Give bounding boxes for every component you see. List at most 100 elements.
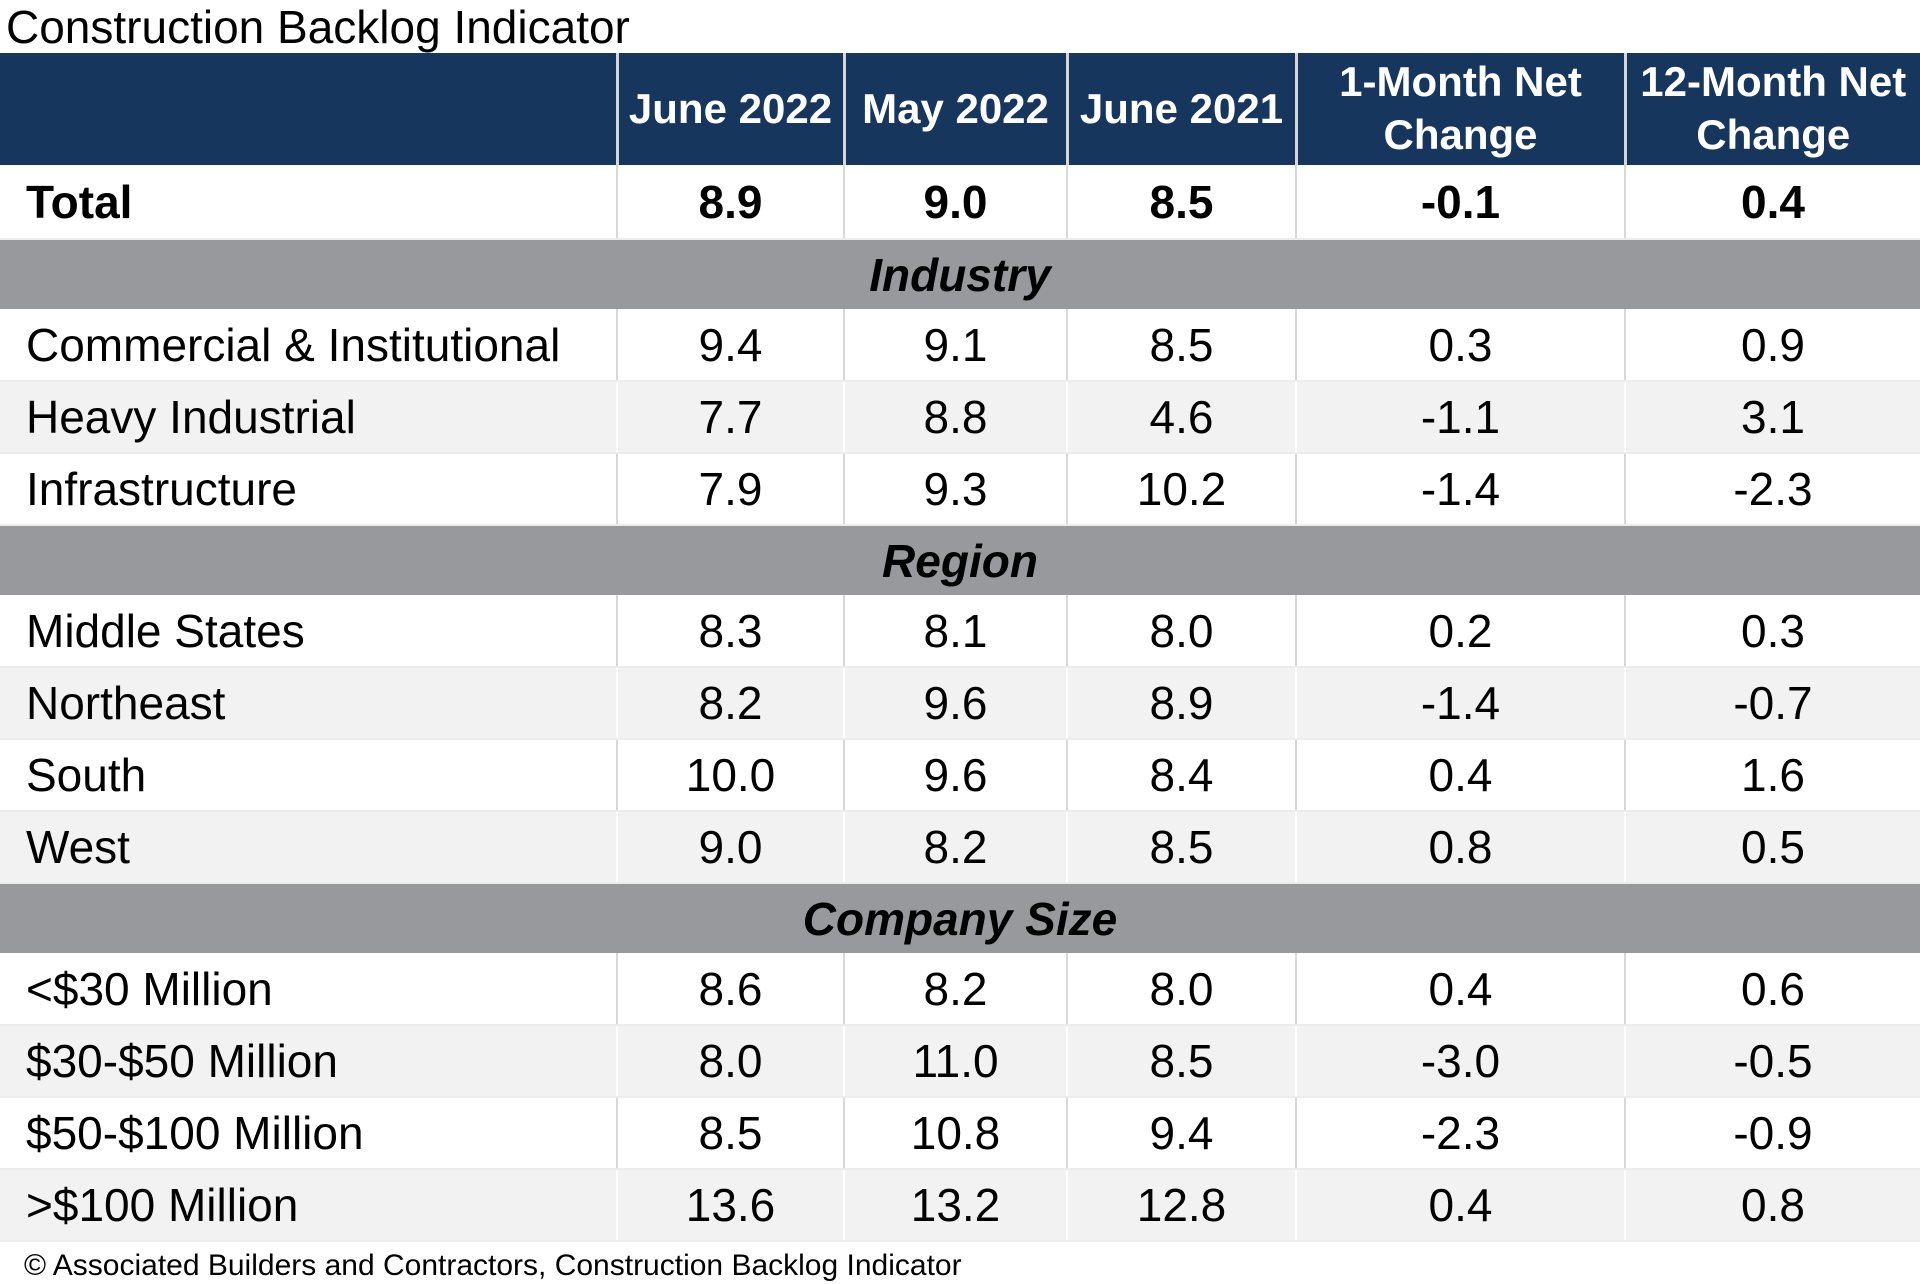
- page-title: Construction Backlog Indicator: [6, 1, 630, 53]
- row-label: South: [0, 739, 618, 812]
- row-label: <$30 Million: [0, 953, 618, 1026]
- value-cell: 13.2: [844, 1169, 1068, 1242]
- value-cell: 8.2: [844, 953, 1068, 1026]
- value-cell: 8.0: [617, 1025, 845, 1098]
- value-cell: 13.6: [617, 1169, 845, 1242]
- value-cell: 0.3: [1296, 309, 1626, 382]
- row-label: Heavy Industrial: [0, 381, 618, 454]
- row-label: Commercial & Institutional: [0, 309, 618, 382]
- value-cell: 8.3: [617, 595, 845, 668]
- value-cell: 8.6: [617, 953, 845, 1026]
- value-cell: 9.4: [617, 309, 845, 382]
- row-west: West 9.0 8.2 8.5 0.8 0.5: [0, 811, 1920, 884]
- value-cell: 0.4: [1625, 165, 1920, 240]
- value-cell: -1.4: [1296, 667, 1626, 740]
- row-label: West: [0, 811, 618, 884]
- value-cell: 10.2: [1067, 453, 1297, 526]
- value-cell: -2.3: [1625, 453, 1920, 526]
- value-cell: 0.5: [1625, 811, 1920, 884]
- backlog-table: June 2022 May 2022 June 2021 1-Month Net…: [0, 53, 1920, 1242]
- value-cell: 7.7: [617, 381, 845, 454]
- value-cell: 8.0: [1067, 595, 1297, 668]
- value-cell: 8.9: [617, 165, 845, 240]
- column-header-1-month-net-change: 1-Month Net Change: [1296, 53, 1627, 165]
- value-cell: 8.5: [1067, 811, 1297, 884]
- value-cell: 9.6: [844, 739, 1068, 812]
- value-cell: 9.6: [844, 667, 1068, 740]
- value-cell: 0.4: [1296, 1169, 1626, 1242]
- value-cell: 0.3: [1625, 595, 1920, 668]
- value-cell: -0.5: [1625, 1025, 1920, 1098]
- value-cell: -1.4: [1296, 453, 1626, 526]
- value-cell: 0.9: [1625, 309, 1920, 382]
- source-attribution: © Associated Builders and Contractors, C…: [24, 1249, 962, 1282]
- value-cell: -0.7: [1625, 667, 1920, 740]
- value-cell: -3.0: [1296, 1025, 1626, 1098]
- value-cell: 0.6: [1625, 953, 1920, 1026]
- value-cell: 9.0: [617, 811, 845, 884]
- row-label: >$100 Million: [0, 1169, 618, 1242]
- column-header-june-2022: June 2022: [617, 53, 846, 165]
- value-cell: 8.5: [1067, 1025, 1297, 1098]
- value-cell: 9.4: [1067, 1097, 1297, 1170]
- column-header-12-month-net-change: 12-Month Net Change: [1625, 53, 1920, 165]
- value-cell: 10.8: [844, 1097, 1068, 1170]
- value-cell: 8.5: [617, 1097, 845, 1170]
- row-south: South 10.0 9.6 8.4 0.4 1.6: [0, 739, 1920, 812]
- value-cell: -2.3: [1296, 1097, 1626, 1170]
- value-cell: 1.6: [1625, 739, 1920, 812]
- row-30-50-million: $30-$50 Million 8.0 11.0 8.5 -3.0 -0.5: [0, 1025, 1920, 1098]
- value-cell: -0.9: [1625, 1097, 1920, 1170]
- value-cell: 0.4: [1296, 739, 1626, 812]
- value-cell: -1.1: [1296, 381, 1626, 454]
- column-header-blank: [0, 53, 619, 165]
- row-label: $50-$100 Million: [0, 1097, 618, 1170]
- section-header-industry: Industry: [0, 239, 1920, 309]
- value-cell: 8.9: [1067, 667, 1297, 740]
- row-heavy-industrial: Heavy Industrial 7.7 8.8 4.6 -1.1 3.1: [0, 381, 1920, 454]
- value-cell: 8.0: [1067, 953, 1297, 1026]
- value-cell: 0.8: [1296, 811, 1626, 884]
- value-cell: 9.0: [844, 165, 1068, 240]
- row-label: Northeast: [0, 667, 618, 740]
- value-cell: 8.1: [844, 595, 1068, 668]
- row-infrastructure: Infrastructure 7.9 9.3 10.2 -1.4 -2.3: [0, 453, 1920, 526]
- section-band-label: Industry: [0, 239, 1920, 309]
- value-cell: 8.5: [1067, 165, 1297, 240]
- value-cell: 8.2: [617, 667, 845, 740]
- column-header-may-2022: May 2022: [844, 53, 1069, 165]
- value-cell: 9.1: [844, 309, 1068, 382]
- value-cell: 8.5: [1067, 309, 1297, 382]
- section-band-label: Company Size: [0, 883, 1920, 953]
- row-commercial-institutional: Commercial & Institutional 9.4 9.1 8.5 0…: [0, 309, 1920, 382]
- value-cell: 8.2: [844, 811, 1068, 884]
- row-label-total: Total: [0, 165, 618, 240]
- row-label: Middle States: [0, 595, 618, 668]
- value-cell: 4.6: [1067, 381, 1297, 454]
- section-header-region: Region: [0, 525, 1920, 595]
- value-cell: -0.1: [1296, 165, 1626, 240]
- row-under-30-million: <$30 Million 8.6 8.2 8.0 0.4 0.6: [0, 953, 1920, 1026]
- row-label: $30-$50 Million: [0, 1025, 618, 1098]
- value-cell: 0.8: [1625, 1169, 1920, 1242]
- total-row: Total 8.9 9.0 8.5 -0.1 0.4: [0, 165, 1920, 240]
- value-cell: 0.2: [1296, 595, 1626, 668]
- value-cell: 7.9: [617, 453, 845, 526]
- row-over-100-million: >$100 Million 13.6 13.2 12.8 0.4 0.8: [0, 1169, 1920, 1242]
- row-northeast: Northeast 8.2 9.6 8.9 -1.4 -0.7: [0, 667, 1920, 740]
- row-50-100-million: $50-$100 Million 8.5 10.8 9.4 -2.3 -0.9: [0, 1097, 1920, 1170]
- value-cell: 8.8: [844, 381, 1068, 454]
- column-header-june-2021: June 2021: [1067, 53, 1298, 165]
- value-cell: 10.0: [617, 739, 845, 812]
- row-label: Infrastructure: [0, 453, 618, 526]
- value-cell: 11.0: [844, 1025, 1068, 1098]
- value-cell: 3.1: [1625, 381, 1920, 454]
- section-band-label: Region: [0, 525, 1920, 595]
- value-cell: 9.3: [844, 453, 1068, 526]
- value-cell: 12.8: [1067, 1169, 1297, 1242]
- value-cell: 8.4: [1067, 739, 1297, 812]
- section-header-company-size: Company Size: [0, 883, 1920, 953]
- table-header-row: June 2022 May 2022 June 2021 1-Month Net…: [0, 53, 1920, 165]
- row-middle-states: Middle States 8.3 8.1 8.0 0.2 0.3: [0, 595, 1920, 668]
- value-cell: 0.4: [1296, 953, 1626, 1026]
